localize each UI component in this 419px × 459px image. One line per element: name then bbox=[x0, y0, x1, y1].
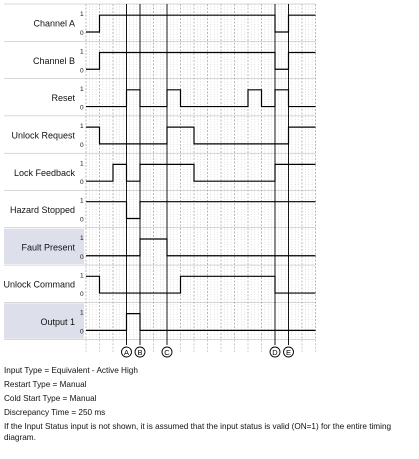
level-high-label: 1 bbox=[80, 235, 84, 242]
level-low-label: 0 bbox=[80, 179, 84, 186]
signal-label: Unlock Command bbox=[3, 280, 75, 290]
waveform bbox=[86, 201, 316, 220]
level-high-label: 1 bbox=[80, 123, 84, 130]
marker-letter: B bbox=[137, 348, 142, 357]
signal-label: Channel A bbox=[33, 19, 75, 29]
signal-labels: Channel A 1 0 Channel B 1 0 Reset 1 0 Unlock Requ… bbox=[3, 11, 84, 335]
level-high-label: 1 bbox=[80, 48, 84, 55]
level-low-label: 0 bbox=[80, 105, 84, 112]
marker-circle bbox=[269, 346, 281, 358]
label-shading bbox=[4, 228, 84, 265]
marker-letter: D bbox=[272, 348, 278, 357]
marker-circle bbox=[134, 346, 146, 358]
timing-diagram: Channel A 1 0 Channel B 1 0 Reset 1 0 Unlock Requ… bbox=[3, 3, 316, 358]
signal-label: Reset bbox=[51, 93, 75, 103]
level-high-label: 1 bbox=[80, 198, 84, 205]
level-low-label: 0 bbox=[80, 254, 84, 261]
level-low-label: 0 bbox=[80, 67, 84, 74]
signal-label: Fault Present bbox=[21, 242, 75, 252]
label-shading bbox=[4, 303, 84, 339]
level-high-label: 1 bbox=[80, 160, 84, 167]
waveform bbox=[86, 312, 316, 331]
restart-type-note: Restart Type = Manual bbox=[4, 380, 87, 389]
input-status-footnote: If the Input Status input is not shown, … bbox=[4, 422, 392, 442]
marker-circle bbox=[121, 346, 132, 358]
marker-letter: C bbox=[164, 348, 170, 357]
marker-letter: A bbox=[124, 348, 129, 357]
cold-start-type-note: Cold Start Type = Manual bbox=[4, 394, 97, 403]
waveform bbox=[86, 238, 316, 257]
grid bbox=[4, 3, 316, 352]
discrepancy-time-note: Discrepancy Time = 250 ms bbox=[4, 408, 106, 417]
level-low-label: 0 bbox=[80, 30, 84, 37]
level-high-label: 1 bbox=[80, 272, 84, 279]
level-high-label: 1 bbox=[80, 310, 84, 317]
signal-label: Channel B bbox=[33, 56, 75, 66]
level-low-label: 0 bbox=[80, 216, 84, 223]
marker-circle bbox=[161, 346, 173, 358]
level-high-label: 1 bbox=[80, 86, 84, 93]
signal-label: Lock Feedback bbox=[14, 168, 76, 178]
signal-label: Unlock Request bbox=[11, 130, 75, 140]
input-type-note: Input Type = Equivalent - Active High bbox=[4, 366, 138, 375]
diagram-notes: Input Type = Equivalent - Active High Re… bbox=[4, 364, 419, 443]
level-low-label: 0 bbox=[80, 142, 84, 149]
level-low-label: 0 bbox=[80, 291, 84, 298]
signal-label: Hazard Stopped bbox=[10, 205, 75, 215]
level-high-label: 1 bbox=[80, 11, 84, 18]
shaded-rows bbox=[4, 228, 84, 339]
signal-label: Output 1 bbox=[40, 317, 75, 327]
marker-circle bbox=[283, 346, 294, 358]
level-low-label: 0 bbox=[80, 328, 84, 335]
marker-letter: E bbox=[286, 348, 291, 357]
waveform bbox=[86, 89, 316, 108]
